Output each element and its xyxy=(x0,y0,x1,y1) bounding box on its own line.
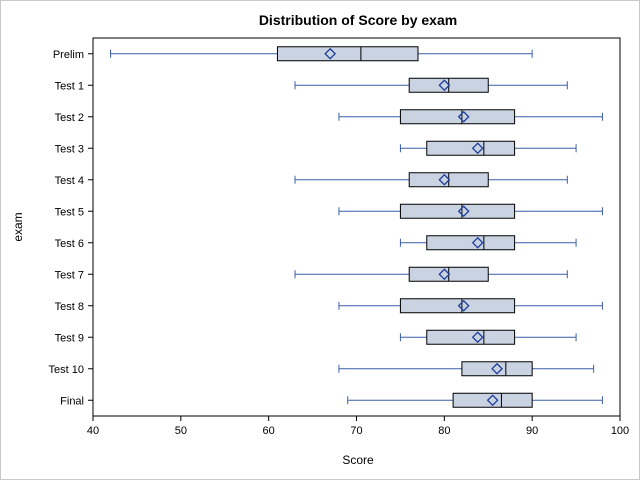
mean-marker xyxy=(324,47,337,60)
box-iqr xyxy=(399,109,516,125)
mean-marker xyxy=(486,394,499,407)
box-iqr xyxy=(276,46,419,62)
chart-title: Distribution of Score by exam xyxy=(259,12,457,28)
box-group xyxy=(338,203,603,219)
plot-area xyxy=(92,37,621,417)
box-iqr xyxy=(399,203,516,219)
y-tick-label: Test 4 xyxy=(55,175,84,187)
y-axis: Prelim Test 1 Test 2 Test 3 Test 4 Test 5 Test… xyxy=(49,49,93,407)
y-tick-label: Test 10 xyxy=(49,364,84,376)
box-group xyxy=(338,109,603,125)
box-group xyxy=(399,329,577,345)
box-iqr xyxy=(452,392,533,408)
y-tick-label: Test 7 xyxy=(55,269,84,281)
box-group xyxy=(294,266,568,282)
box-iqr xyxy=(461,361,533,377)
x-tick-label: 90 xyxy=(526,425,538,437)
y-tick-label: Test 9 xyxy=(55,332,84,344)
mean-marker xyxy=(457,110,470,123)
box-group xyxy=(399,235,577,251)
mean-marker xyxy=(471,331,484,344)
y-tick-label: Final xyxy=(60,395,84,407)
y-tick-label: Test 3 xyxy=(55,143,84,155)
x-tick-label: 50 xyxy=(175,425,187,437)
x-tick-label: 40 xyxy=(87,425,99,437)
mean-marker xyxy=(471,236,484,249)
mean-marker xyxy=(438,268,451,281)
box-group xyxy=(338,361,595,377)
y-tick-label: Test 2 xyxy=(55,112,84,124)
box-group xyxy=(294,172,568,188)
box-group xyxy=(399,140,577,156)
mean-marker xyxy=(491,362,503,375)
x-axis: 40 50 60 70 80 90 100 xyxy=(87,416,629,437)
x-axis-label: Score xyxy=(342,453,374,467)
box-iqr xyxy=(426,329,516,345)
mean-marker xyxy=(438,173,451,186)
box-group xyxy=(294,77,568,93)
box-group xyxy=(347,392,603,408)
x-tick-label: 100 xyxy=(611,425,629,437)
y-tick-label: Test 5 xyxy=(55,206,84,218)
box-group xyxy=(338,298,603,314)
box-iqr xyxy=(426,235,516,251)
plot-border xyxy=(92,37,621,417)
y-axis-label: exam xyxy=(11,212,25,241)
x-tick-label: 70 xyxy=(350,425,362,437)
mean-marker xyxy=(457,205,470,218)
box-group xyxy=(110,46,533,62)
y-tick-label: Test 6 xyxy=(55,238,84,250)
box-iqr xyxy=(399,298,516,314)
mean-marker xyxy=(471,142,484,155)
x-tick-label: 60 xyxy=(263,425,275,437)
y-tick-label: Test 8 xyxy=(55,301,84,313)
y-tick-label: Test 1 xyxy=(55,80,84,92)
x-tick-label: 80 xyxy=(438,425,450,437)
y-tick-label: Prelim xyxy=(53,49,84,61)
mean-marker xyxy=(438,79,451,92)
mean-marker xyxy=(457,299,470,312)
box-iqr xyxy=(426,140,516,156)
